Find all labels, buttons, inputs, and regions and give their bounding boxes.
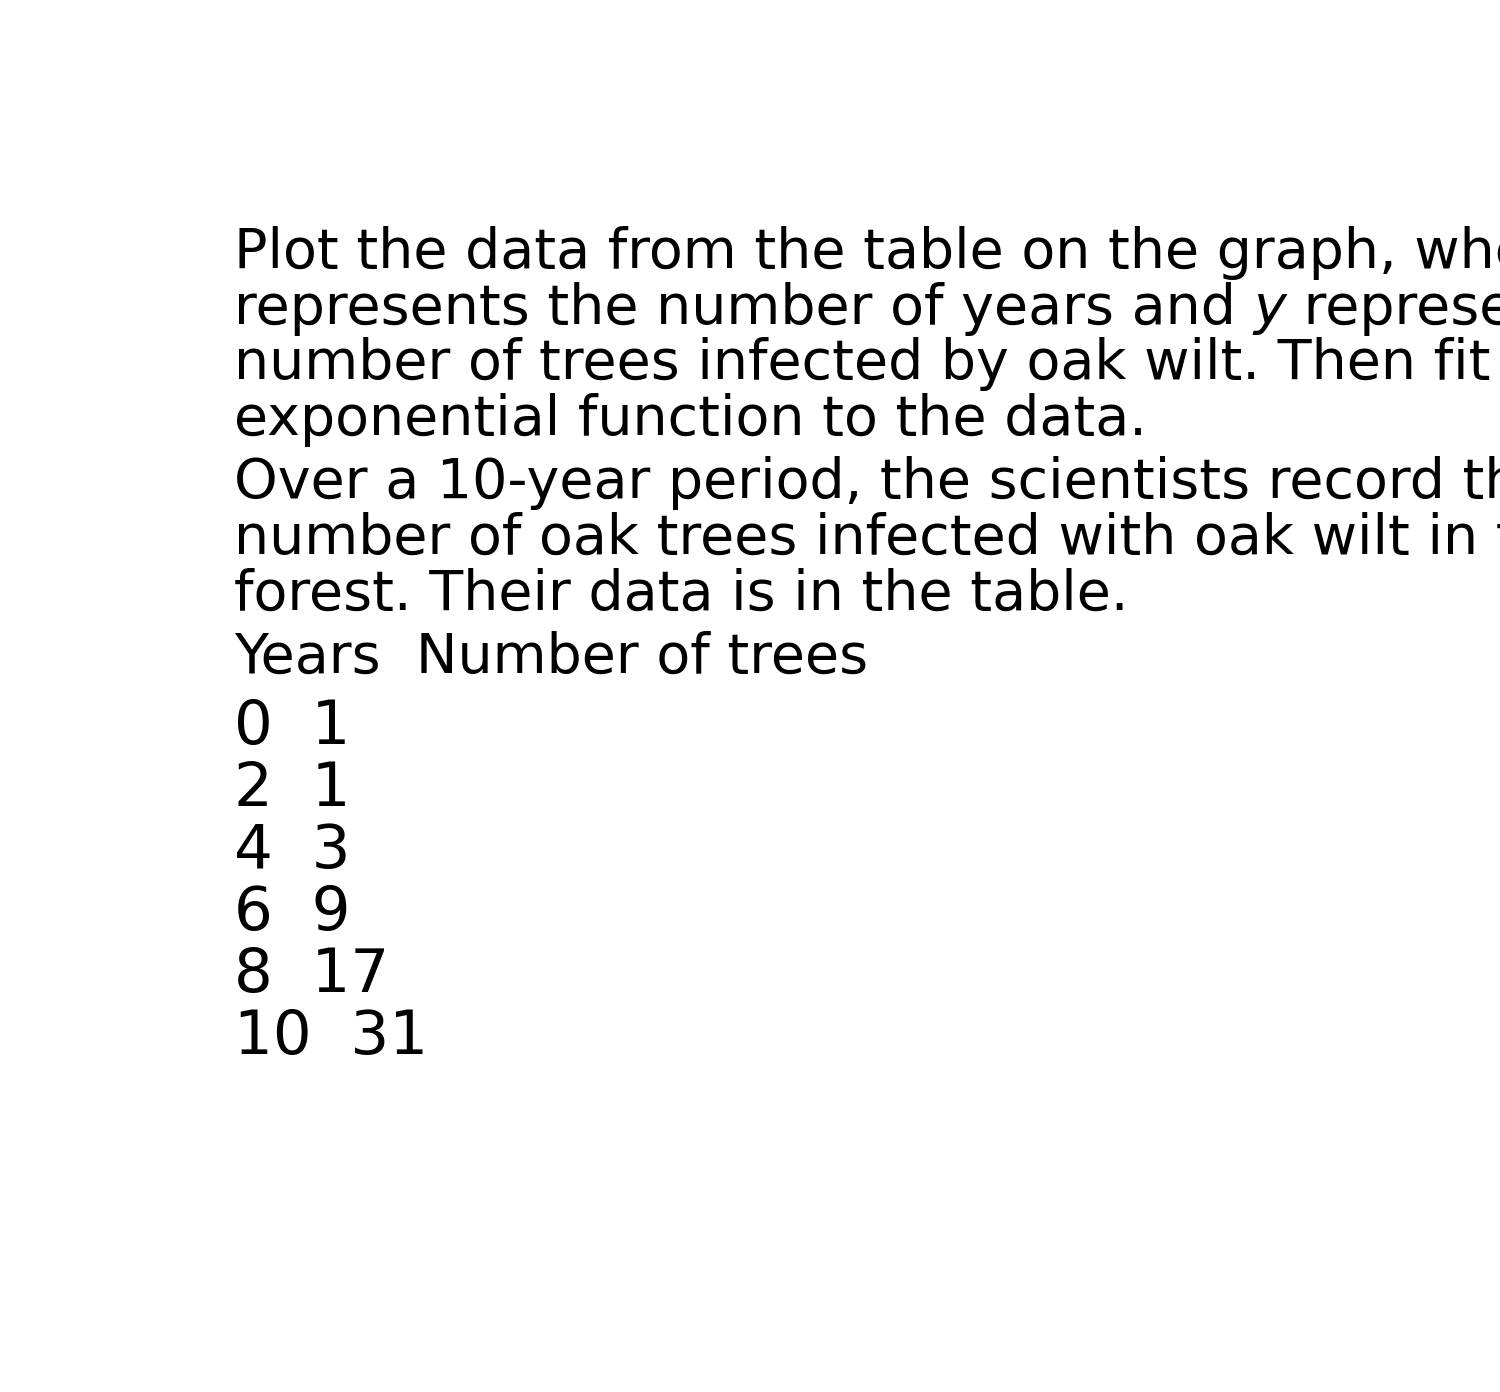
Text: represents the number of years and: represents the number of years and — [234, 281, 1254, 335]
Text: 4  3: 4 3 — [234, 821, 351, 881]
Text: 6  9: 6 9 — [234, 884, 351, 944]
Text: 8  17: 8 17 — [234, 947, 390, 1005]
Text: y: y — [1254, 281, 1287, 334]
Text: represents the: represents the — [1287, 281, 1500, 335]
Text: exponential function to the data.: exponential function to the data. — [234, 393, 1148, 447]
Text: 10  31: 10 31 — [234, 1008, 428, 1068]
Text: 2  1: 2 1 — [234, 760, 351, 818]
Text: Years  Number of trees: Years Number of trees — [234, 631, 868, 685]
Text: Over a 10-year period, the scientists record the: Over a 10-year period, the scientists re… — [234, 457, 1500, 511]
Text: Plot the data from the table on the graph, where: Plot the data from the table on the grap… — [234, 226, 1500, 280]
Text: 0  1: 0 1 — [234, 697, 351, 757]
Text: number of oak trees infected with oak wilt in the: number of oak trees infected with oak wi… — [234, 512, 1500, 567]
Text: forest. Their data is in the table.: forest. Their data is in the table. — [234, 568, 1128, 622]
Text: number of trees infected by oak wilt. Then fit an: number of trees infected by oak wilt. Th… — [234, 337, 1500, 391]
